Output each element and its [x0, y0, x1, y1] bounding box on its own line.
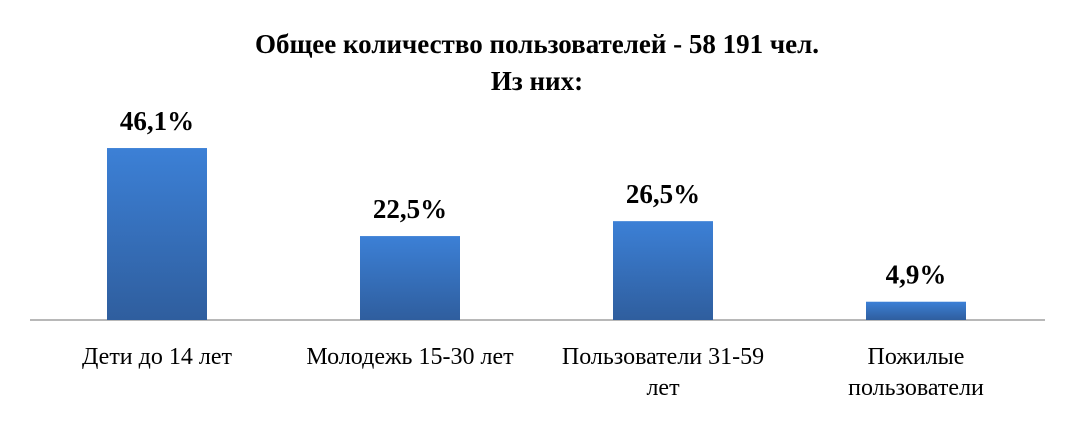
bar [107, 148, 207, 320]
x-tick-label: Дети до 14 лет [82, 344, 232, 370]
chart-subtitle: Из них: [491, 66, 583, 96]
bar [866, 301, 966, 320]
value-label: 22,5% [373, 194, 447, 224]
x-tick-label: Пожилые пользователи [848, 344, 984, 401]
x-tick-label: Молодежь 15-30 лет [306, 344, 514, 370]
chart-title: Общее количество пользователей - 58 191 … [255, 29, 819, 59]
x-tick-label: Пользователи 31-59 лет [561, 344, 765, 401]
value-label: 46,1% [120, 106, 194, 136]
bar [360, 236, 460, 320]
value-label: 26,5% [626, 179, 700, 209]
bar [613, 221, 713, 320]
value-label: 4,9% [886, 260, 947, 290]
